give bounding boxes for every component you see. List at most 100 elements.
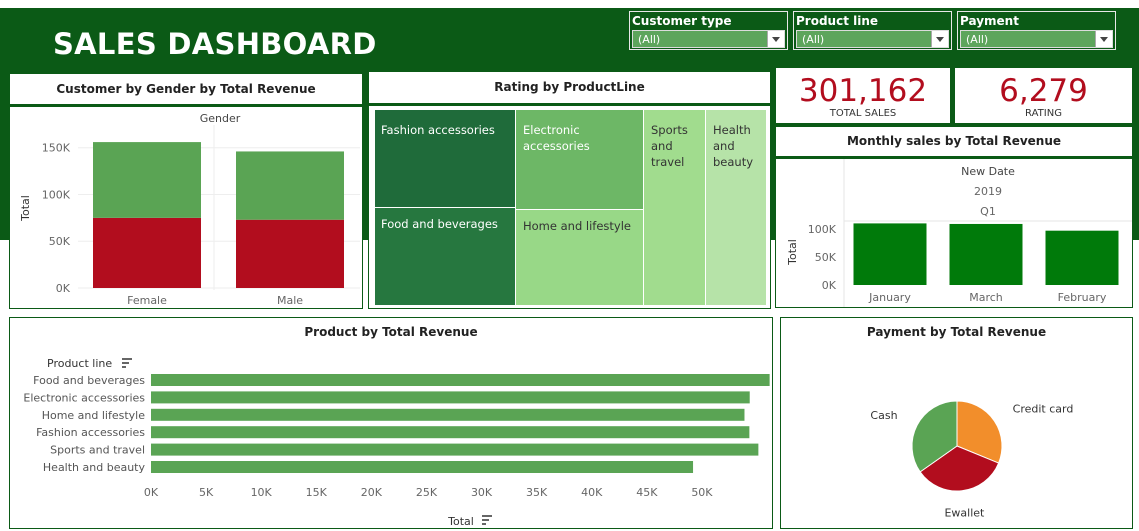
pie-slice xyxy=(956,400,1003,464)
y-tick-label: Fashion accessories xyxy=(36,426,145,439)
x-tick-label: 40K xyxy=(581,486,603,499)
filter-label: Customer type xyxy=(632,14,732,28)
treemap-label: Fashion accessories xyxy=(381,123,495,137)
bar-segment xyxy=(93,142,201,218)
treemap-cell-electronic-accessories[interactable]: Electronic accessories xyxy=(516,110,643,209)
y-tick-label: Sports and travel xyxy=(50,444,145,457)
bar-segment xyxy=(93,217,201,288)
product-bar xyxy=(151,426,750,439)
chart-header: Q1 xyxy=(980,205,996,218)
chart-header: 2019 xyxy=(974,185,1002,198)
x-tick-label: 45K xyxy=(636,486,658,499)
product-bar xyxy=(151,408,745,421)
y-tick-label: Home and lifestyle xyxy=(42,409,146,422)
gender-chart[interactable]: Gender Total 0K 50K 100K 150K Female Male xyxy=(10,107,362,308)
month-bar xyxy=(949,223,1023,285)
dropdown-value: (All) xyxy=(638,33,661,46)
x-tick-label: 35K xyxy=(526,486,548,499)
x-tick-label: 50K xyxy=(691,486,713,499)
month-bar xyxy=(853,223,927,285)
payment-chart[interactable]: Credit card Ewallet Cash xyxy=(781,318,1132,528)
dashboard-title: SALES DASHBOARD xyxy=(53,27,377,61)
y-axis-header: Product line xyxy=(47,357,112,370)
product-chart[interactable]: Product line Food and beverages Electronic… xyxy=(10,318,772,528)
dropdown-value: (All) xyxy=(966,33,989,46)
x-tick-label: 30K xyxy=(471,486,493,499)
treemap-cell-fashion-accessories[interactable]: Fashion accessories xyxy=(375,110,515,207)
x-tick-label: 15K xyxy=(306,486,328,499)
customer-type-dropdown[interactable]: (All) xyxy=(632,30,785,48)
y-tick-label: 150K xyxy=(42,142,71,155)
filter-customer-type[interactable]: Customer type (All) xyxy=(629,11,788,50)
chart-header: New Date xyxy=(961,165,1015,178)
rating-treemap-panel: Fashion accessories Food and beverages E… xyxy=(368,105,771,309)
panel-title: Customer by Gender by Total Revenue xyxy=(56,82,316,96)
x-tick-label: 20K xyxy=(361,486,383,499)
pie-label: Ewallet xyxy=(944,507,985,520)
y-tick-label: Health and beauty xyxy=(43,461,146,474)
panel-title: Monthly sales by Total Revenue xyxy=(846,134,1062,148)
x-tick-label: March xyxy=(969,291,1003,304)
x-tick-label: 10K xyxy=(251,486,273,499)
kpi-label: TOTAL SALES xyxy=(829,108,897,119)
product-line-dropdown[interactable]: (All) xyxy=(796,30,949,48)
kpi-label: RATING xyxy=(1025,108,1062,119)
treemap-label: Home and lifestyle xyxy=(523,219,631,233)
product-bar xyxy=(151,443,759,456)
filter-payment[interactable]: Payment (All) xyxy=(957,11,1116,50)
y-tick-label: Electronic accessories xyxy=(23,391,145,404)
y-tick-label: 0K xyxy=(56,282,71,295)
treemap-cell-food-and-beverages[interactable]: Food and beverages xyxy=(375,208,515,305)
x-tick-label: 5K xyxy=(199,486,214,499)
pie-slice xyxy=(919,445,1000,492)
y-axis-label: Total xyxy=(19,195,32,222)
x-tick-label: 0K xyxy=(144,486,159,499)
dropdown-value: (All) xyxy=(802,33,825,46)
rating-panel-header: Rating by ProductLine xyxy=(368,71,771,104)
payment-chart-panel: Payment by Total Revenue Credit card Ewal… xyxy=(780,317,1133,529)
monthly-chart-panel: New Date 2019 Q1 Total 0K 50K 100K January March… xyxy=(775,158,1133,308)
y-axis-label: Total xyxy=(786,239,799,266)
panel-title: Product by Total Revenue xyxy=(304,325,478,339)
treemap-cell-home-and-lifestyle[interactable]: Home and lifestyle xyxy=(516,210,643,305)
pie-slice xyxy=(911,400,958,473)
product-bar xyxy=(151,391,750,404)
bar-segment xyxy=(236,219,344,288)
chevron-down-icon[interactable] xyxy=(931,31,948,47)
sort-icon xyxy=(122,358,132,368)
y-tick-label: 100K xyxy=(42,188,71,201)
treemap-label: Health and beauty xyxy=(713,123,754,169)
gender-panel-header: Customer by Gender by Total Revenue xyxy=(9,73,363,105)
treemap-cell-sports-and-travel[interactable]: Sports and travel xyxy=(644,110,705,305)
treemap-label: Electronic accessories xyxy=(523,123,590,153)
x-tick-label: Male xyxy=(277,294,303,307)
y-tick-label: 0K xyxy=(822,279,837,292)
chevron-down-icon[interactable] xyxy=(767,31,784,47)
monthly-panel-header: Monthly sales by Total Revenue xyxy=(775,126,1133,157)
treemap-label: Sports and travel xyxy=(651,123,688,169)
kpi-value: 6,279 xyxy=(999,73,1088,109)
product-chart-panel: Product by Total Revenue Product line Foo… xyxy=(9,317,773,529)
y-tick-label: 50K xyxy=(49,235,71,248)
y-tick-label: 50K xyxy=(815,251,837,264)
x-tick-label: February xyxy=(1058,291,1107,304)
filter-product-line[interactable]: Product line (All) xyxy=(793,11,952,50)
treemap-label: Food and beverages xyxy=(381,217,498,231)
payment-dropdown[interactable]: (All) xyxy=(960,30,1113,48)
month-bar xyxy=(1045,230,1119,285)
product-bar xyxy=(151,461,694,473)
filter-label: Payment xyxy=(960,14,1019,28)
pie-label: Cash xyxy=(870,409,897,422)
treemap-cell-health-and-beauty[interactable]: Health and beauty xyxy=(706,110,766,305)
chart-header: Gender xyxy=(200,112,241,125)
sort-icon xyxy=(482,515,492,525)
x-tick-label: 25K xyxy=(416,486,438,499)
kpi-value: 301,162 xyxy=(798,73,928,109)
panel-title: Payment by Total Revenue xyxy=(866,325,1047,339)
gender-chart-panel: Gender Total 0K 50K 100K 150K Female Male xyxy=(9,106,363,309)
chevron-down-icon[interactable] xyxy=(1095,31,1112,47)
x-tick-label: January xyxy=(868,291,911,304)
pie-label: Credit card xyxy=(1013,403,1074,416)
product-bar xyxy=(151,374,770,386)
monthly-chart[interactable]: New Date 2019 Q1 Total 0K 50K 100K January March… xyxy=(776,159,1132,307)
